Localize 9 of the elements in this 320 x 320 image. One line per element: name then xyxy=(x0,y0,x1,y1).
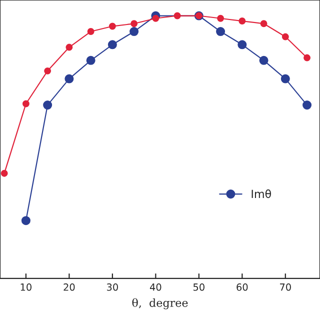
x-tick-label: 60 xyxy=(236,283,248,291)
x-tick-label: 20 xyxy=(64,283,75,291)
x-tick-label: 70 xyxy=(280,283,291,291)
x-tick-label: 30 xyxy=(106,283,118,291)
x-tick-label: 10 xyxy=(20,283,32,291)
x-tick-label: 40 xyxy=(150,283,162,291)
legend-label: Imθ xyxy=(252,189,271,198)
x-tick-label: 50 xyxy=(193,283,204,291)
x-axis-title: θ, degree xyxy=(132,298,188,310)
